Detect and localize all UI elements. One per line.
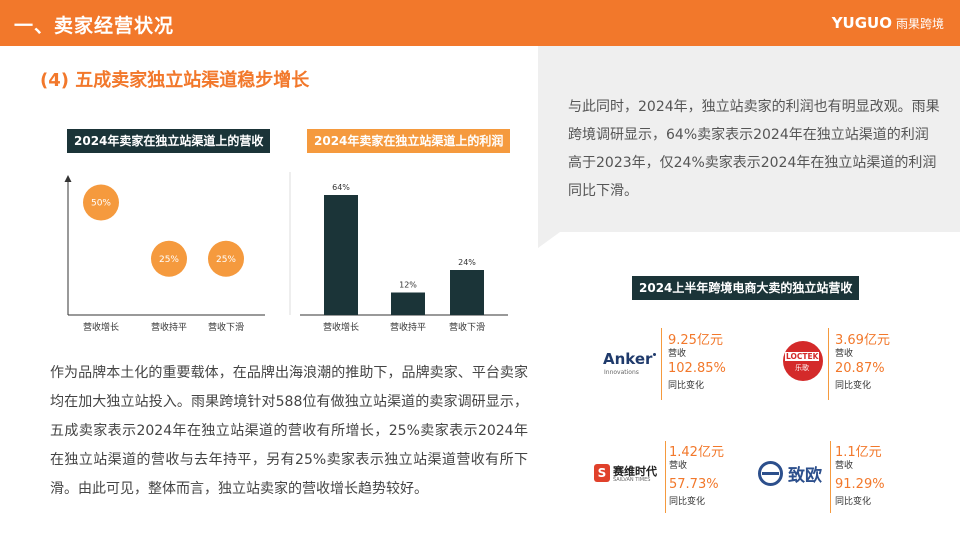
ziel-wordmark: 致欧 [788, 466, 822, 486]
revenue-bubble [151, 240, 187, 277]
ziel-globe-icon [758, 461, 783, 486]
loctek-revenue: 3.69亿元 [835, 333, 890, 348]
sailvan-revenue: 1.42亿元 [669, 445, 724, 460]
logo-wordmark: YUGUO [831, 14, 892, 32]
anker-growth-caption: 同比变化 [668, 381, 705, 391]
loctek-sub: 乐歌 [795, 364, 809, 372]
revenue-category-label: 营收增长 [83, 321, 119, 333]
sailvan-s-icon: S [594, 464, 610, 482]
loctek-divider [828, 328, 829, 400]
callout-tail [538, 232, 560, 248]
ziel-revenue: 1.1亿元 [835, 445, 882, 460]
loctek-growth-caption: 同比变化 [835, 381, 872, 391]
ziel-growth-caption: 同比变化 [835, 497, 872, 507]
sailvan-divider [665, 441, 666, 513]
loctek-logo: LOCTEK 乐歌 [783, 341, 823, 381]
anker-revenue-caption: 营收 [668, 349, 687, 359]
profit-category-label: 营收增长 [323, 321, 359, 333]
ziel-globe-band [762, 472, 779, 475]
profit-category-label: 营收持平 [390, 321, 426, 333]
anker-wordmark: Anker [603, 350, 653, 368]
header-bar [0, 0, 960, 46]
revenue-category-label: 营收下滑 [208, 321, 244, 333]
anker-revenue: 9.25亿元 [668, 333, 723, 348]
revenue-bubble-label: 25% [216, 255, 236, 265]
revenue-bubble [83, 184, 119, 221]
brands-title: 2024上半年跨境电商大卖的独立站营收 [632, 276, 860, 300]
body-paragraph: 作为品牌本土化的重要载体，在品牌出海浪潮的推助下，品牌卖家、平台卖家均在加大独立… [50, 365, 528, 497]
ziel-logo: 致欧 [758, 459, 826, 491]
revenue-category-label: 营收持平 [151, 321, 187, 333]
charts-canvas: 50% 营收增长 25% 营收持平 25% 营收下滑 64% 营收增长 12% 营收持平 24% 营… [64, 172, 508, 333]
anker-dots-icon [653, 353, 656, 356]
revenue-bubble [208, 240, 244, 277]
profit-bar-label: 24% [458, 258, 476, 267]
revenue-bubble-label: 50% [91, 199, 111, 209]
sailvan-growth-caption: 同比变化 [669, 497, 706, 507]
loctek-wordmark: LOCTEK [785, 352, 820, 361]
revenue-chart-title: 2024年卖家在独立站渠道上的营收 [67, 129, 271, 153]
anker-logo: Anker Innovations [603, 350, 659, 380]
profit-bar-label: 64% [332, 183, 350, 192]
ziel-divider [830, 441, 831, 513]
sailvan-growth: 57.73% [669, 477, 719, 492]
revenue-y-axis-arrow [64, 175, 72, 182]
profit-chart-title: 2024年卖家在独立站渠道上的利润 [307, 129, 511, 153]
profit-bar-label: 12% [399, 281, 417, 290]
anker-growth: 102.85% [668, 361, 726, 376]
yuguo-logo: YUGUO 雨果跨境 [832, 14, 944, 32]
ziel-growth: 91.29% [835, 477, 885, 492]
callout-text: 与此同时，2024年，独立站卖家的利润也有明显改观。雨果跨境调研显示，64%卖家… [568, 99, 940, 199]
anker-sub: Innovations [604, 369, 639, 376]
loctek-growth: 20.87% [835, 361, 885, 376]
profit-bar [324, 195, 358, 315]
profit-bar [391, 292, 425, 315]
anker-divider [661, 328, 662, 400]
loctek-revenue-caption: 营收 [835, 349, 854, 359]
profit-category-label: 营收下滑 [449, 321, 485, 333]
ziel-revenue-caption: 营收 [835, 461, 854, 471]
sailvan-revenue-caption: 营收 [669, 461, 688, 471]
logo-chinese: 雨果跨境 [895, 16, 944, 31]
callout-panel [538, 46, 960, 232]
revenue-bubble-label: 25% [159, 255, 179, 265]
sailvan-wordmark: 赛维时代 [613, 465, 657, 478]
page-title: 一、卖家经营状况 [14, 15, 175, 37]
sailvan-sub: SAILVAN TIMES [613, 477, 651, 483]
profit-bar [450, 270, 484, 315]
section-title: (4) 五成卖家独立站渠道稳步增长 [40, 70, 310, 91]
sailvan-logo: S 赛维时代 SAILVAN TIMES [594, 463, 662, 487]
